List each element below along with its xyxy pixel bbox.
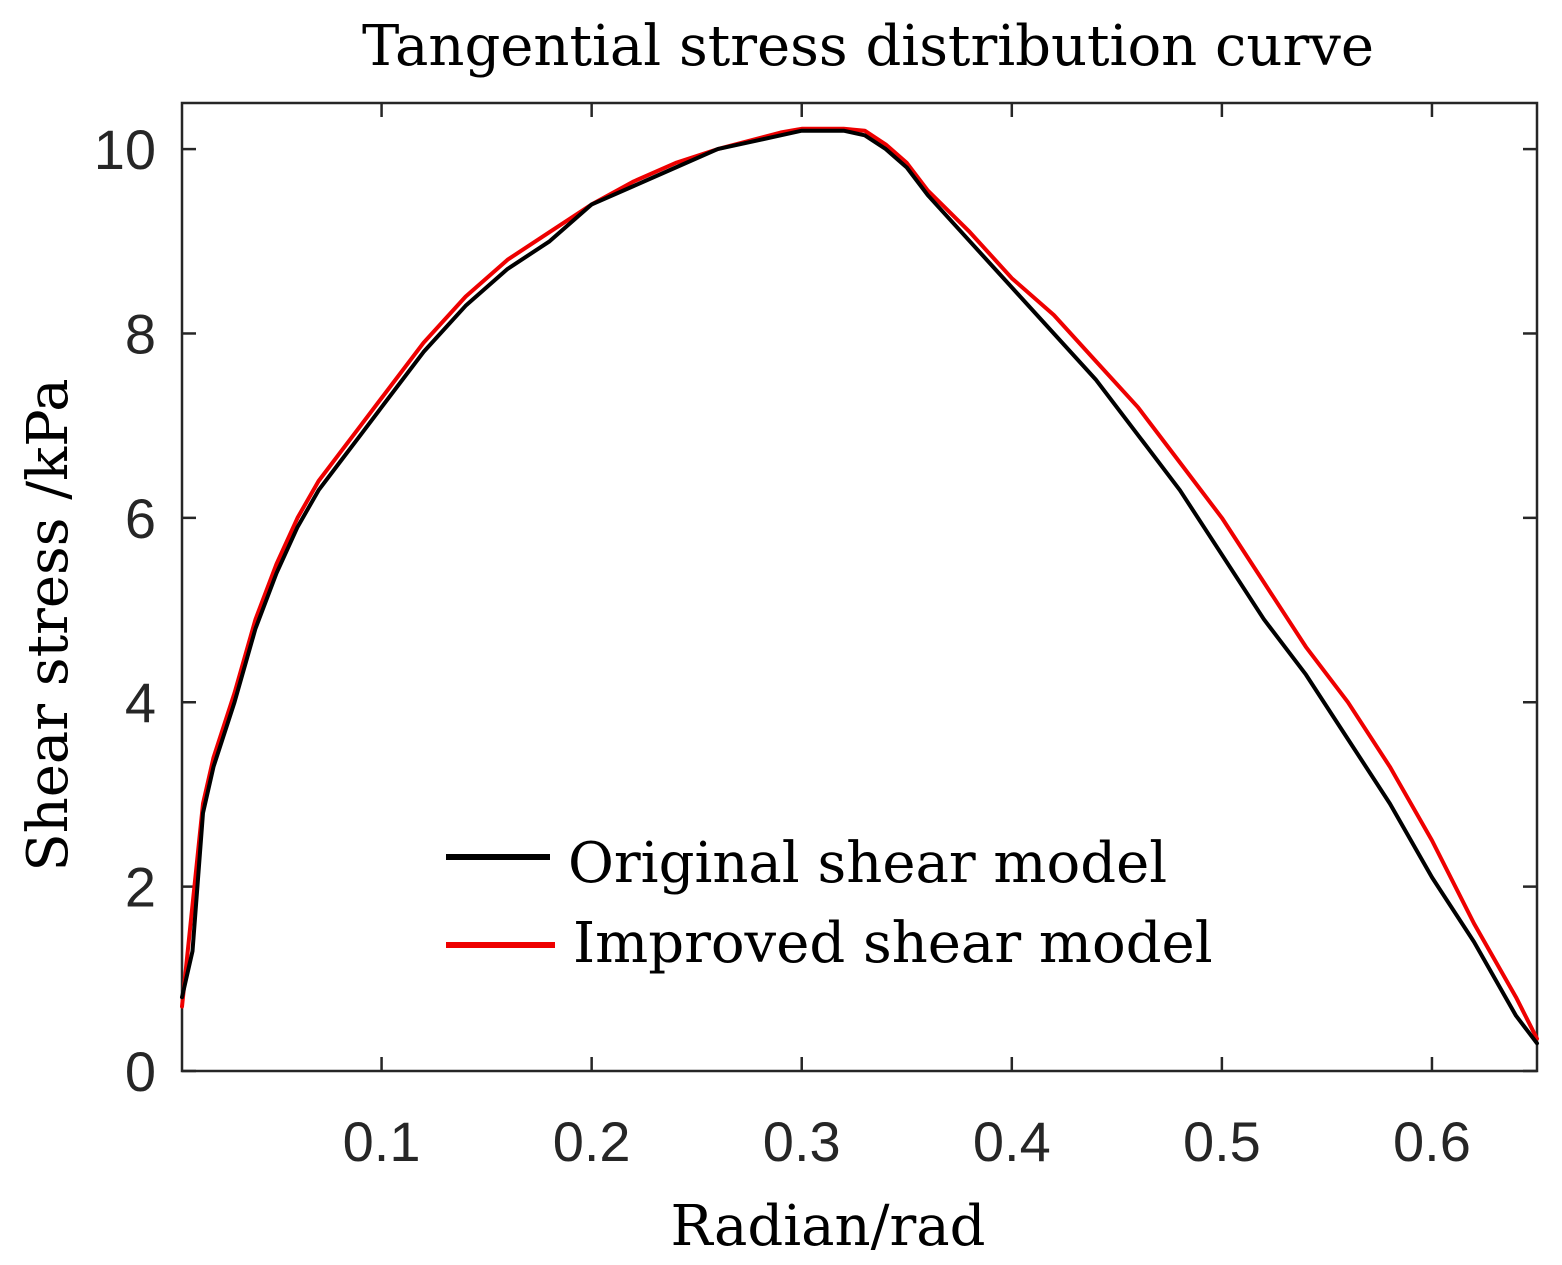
x-axis: 0.1 0.2 0.3 0.4 0.5 0.6 [343,103,1471,1173]
series-line-improved [180,126,1539,1041]
chart-title: Tangential stress distribution curve [362,14,1374,79]
x-tick-label: 0.6 [1393,1110,1471,1173]
x-axis-label: Radian/rad [671,1194,986,1259]
y-tick-label: 0 [125,1040,156,1103]
legend-label-improved: Improved shear model [573,911,1213,976]
y-tick-label: 4 [125,671,156,734]
series-layer [180,126,1539,1046]
y-axis: 0 2 4 6 8 10 [94,118,1537,1103]
x-tick-label: 0.4 [973,1110,1051,1173]
x-tick-label: 0.3 [763,1110,841,1173]
x-tick-label: 0.2 [553,1110,631,1173]
legend-label-original: Original shear model [568,831,1167,896]
y-tick-label: 8 [125,302,156,365]
y-tick-label: 10 [94,118,156,181]
legend: Original shear model Improved shear mode… [446,831,1213,976]
series-line-original [180,128,1539,1046]
y-axis-label: Shear stress /kPa [16,378,81,871]
y-tick-label: 6 [125,487,156,550]
plot-area [180,101,1539,1073]
x-tick-label: 0.5 [1183,1110,1261,1173]
y-tick-label: 2 [125,856,156,919]
x-tick-label: 0.1 [343,1110,421,1173]
